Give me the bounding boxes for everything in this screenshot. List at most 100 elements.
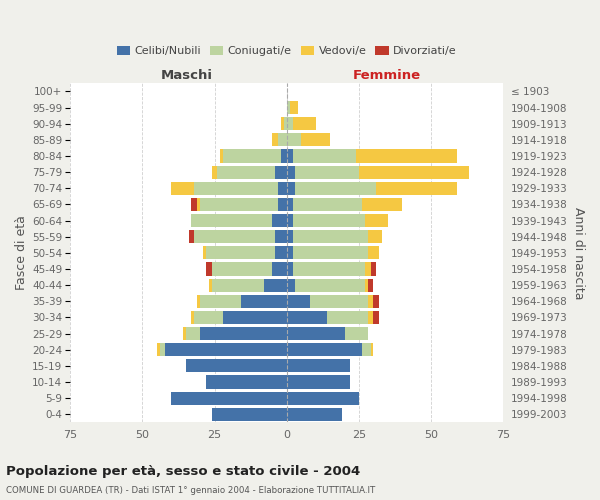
Bar	[287, 408, 341, 421]
Bar	[191, 311, 194, 324]
Bar	[281, 150, 287, 162]
Bar	[188, 230, 194, 243]
Bar	[365, 262, 371, 276]
Bar	[287, 327, 344, 340]
Bar	[194, 311, 223, 324]
Bar	[287, 150, 293, 162]
Bar	[200, 294, 241, 308]
Bar	[301, 133, 330, 146]
Bar	[194, 230, 275, 243]
Bar	[217, 166, 275, 179]
Bar	[191, 214, 272, 227]
Bar	[220, 150, 223, 162]
Bar	[206, 246, 275, 260]
Bar	[284, 117, 287, 130]
Bar	[368, 294, 373, 308]
Bar	[295, 182, 376, 195]
Bar	[206, 262, 212, 276]
Bar	[287, 246, 293, 260]
Legend: Celibi/Nubili, Coniugati/e, Vedovi/e, Divorziati/e: Celibi/Nubili, Coniugati/e, Vedovi/e, Di…	[112, 42, 461, 61]
Bar	[272, 262, 287, 276]
Bar	[185, 359, 287, 372]
Bar	[365, 214, 388, 227]
Bar	[287, 278, 295, 292]
Text: COMUNE DI GUARDEA (TR) - Dati ISTAT 1° gennaio 2004 - Elaborazione TUTTITALIA.IT: COMUNE DI GUARDEA (TR) - Dati ISTAT 1° g…	[6, 486, 375, 495]
Bar	[371, 262, 376, 276]
Bar	[200, 327, 287, 340]
Bar	[295, 166, 359, 179]
Bar	[281, 117, 284, 130]
Bar	[203, 246, 206, 260]
Bar	[293, 246, 368, 260]
Bar	[287, 198, 293, 211]
Bar	[293, 117, 316, 130]
Bar	[223, 311, 287, 324]
Text: Maschi: Maschi	[161, 68, 213, 82]
Text: Femmine: Femmine	[352, 68, 421, 82]
Bar	[278, 133, 287, 146]
Bar	[365, 278, 368, 292]
Bar	[287, 376, 350, 388]
Bar	[287, 230, 293, 243]
Bar	[278, 182, 287, 195]
Bar	[344, 327, 368, 340]
Bar	[287, 182, 295, 195]
Bar	[185, 327, 200, 340]
Bar	[272, 133, 278, 146]
Bar	[287, 392, 359, 405]
Bar	[287, 359, 350, 372]
Bar	[197, 294, 200, 308]
Bar	[287, 214, 293, 227]
Bar	[223, 150, 281, 162]
Bar	[287, 166, 295, 179]
Bar	[295, 278, 365, 292]
Bar	[275, 246, 287, 260]
Bar	[275, 166, 287, 179]
Bar	[362, 343, 371, 356]
Bar	[293, 150, 356, 162]
Bar	[287, 311, 327, 324]
Bar	[287, 262, 293, 276]
Bar	[183, 327, 185, 340]
Bar	[212, 166, 217, 179]
Bar	[272, 214, 287, 227]
Bar	[287, 101, 290, 114]
Bar	[194, 182, 278, 195]
Bar	[191, 198, 197, 211]
Bar	[197, 198, 200, 211]
Bar	[241, 294, 287, 308]
Bar	[278, 198, 287, 211]
Bar	[290, 101, 298, 114]
Y-axis label: Fasce di età: Fasce di età	[15, 216, 28, 290]
Bar	[160, 343, 166, 356]
Bar	[157, 343, 160, 356]
Bar	[293, 198, 362, 211]
Bar	[287, 343, 362, 356]
Bar	[368, 311, 373, 324]
Bar	[209, 278, 212, 292]
Bar	[368, 278, 373, 292]
Y-axis label: Anni di nascita: Anni di nascita	[572, 206, 585, 299]
Bar	[373, 311, 379, 324]
Bar	[200, 198, 278, 211]
Bar	[359, 166, 469, 179]
Bar	[373, 294, 379, 308]
Bar	[362, 198, 403, 211]
Bar	[293, 230, 368, 243]
Bar	[293, 262, 365, 276]
Bar	[275, 230, 287, 243]
Bar	[310, 294, 368, 308]
Bar	[166, 343, 287, 356]
Bar	[212, 262, 272, 276]
Bar	[212, 278, 263, 292]
Bar	[368, 230, 382, 243]
Bar	[212, 408, 287, 421]
Bar	[287, 117, 293, 130]
Bar	[371, 343, 373, 356]
Bar	[376, 182, 457, 195]
Bar	[263, 278, 287, 292]
Bar	[287, 294, 310, 308]
Bar	[171, 182, 194, 195]
Bar	[327, 311, 368, 324]
Bar	[287, 133, 301, 146]
